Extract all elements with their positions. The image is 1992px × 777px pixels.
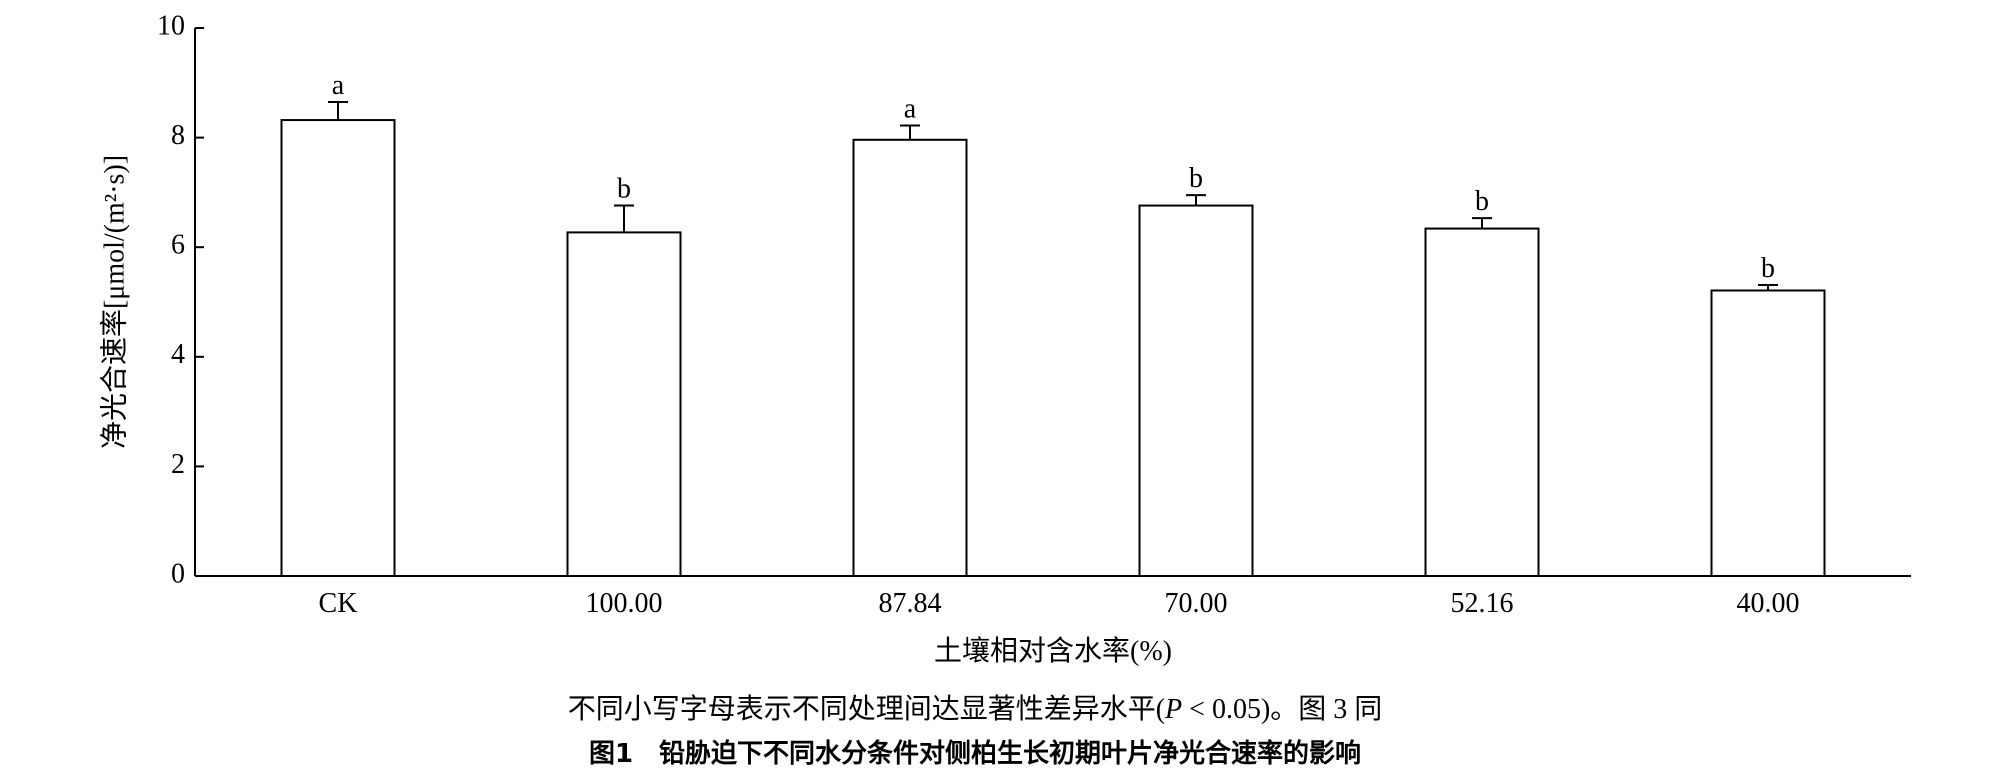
y-tick-label: 8 bbox=[171, 120, 185, 151]
note: 不同小写字母表示不同处理间达显著性差异水平(P < 0.05)。图 3 同 bbox=[568, 693, 1383, 725]
significance-label: b bbox=[1189, 163, 1203, 194]
note-italic: P bbox=[1164, 694, 1182, 725]
x-axis-label: 土壤相对含水率(%) bbox=[934, 635, 1172, 667]
bar bbox=[1424, 227, 1540, 577]
significance-label: b bbox=[1475, 186, 1489, 217]
y-tick-label: 2 bbox=[171, 449, 185, 480]
note-text: 不同小写字母表示不同处理间达显著性差异水平( bbox=[568, 693, 1165, 725]
significance-label: a bbox=[904, 94, 917, 125]
caption: 图1 铅胁迫下不同水分条件对侧柏生长初期叶片净光合速率的影响 bbox=[589, 738, 1361, 769]
bar bbox=[1138, 204, 1254, 577]
y-tick-label: 4 bbox=[171, 339, 185, 370]
x-tick-label: 70.00 bbox=[1165, 588, 1228, 619]
x-tick-label: CK bbox=[319, 588, 358, 619]
bar bbox=[852, 138, 968, 578]
significance-label: b bbox=[1761, 253, 1775, 284]
bar bbox=[566, 231, 682, 578]
significance-label: b bbox=[617, 174, 631, 205]
x-tick-label: 87.84 bbox=[879, 588, 942, 619]
significance-label: a bbox=[332, 70, 345, 101]
note-text: < 0.05)。图 3 同 bbox=[1182, 694, 1382, 725]
bar bbox=[280, 119, 396, 578]
bar bbox=[1710, 289, 1826, 577]
x-tick-label: 100.00 bbox=[586, 588, 663, 619]
x-tick-label: 40.00 bbox=[1737, 588, 1800, 619]
y-tick-label: 10 bbox=[157, 10, 185, 41]
y-axis-label: 净光合速率[μmol/(m²·s)] bbox=[98, 155, 130, 449]
y-tick-label: 6 bbox=[171, 230, 185, 261]
x-tick-label: 52.16 bbox=[1451, 588, 1514, 619]
y-tick-label: 0 bbox=[171, 558, 185, 589]
